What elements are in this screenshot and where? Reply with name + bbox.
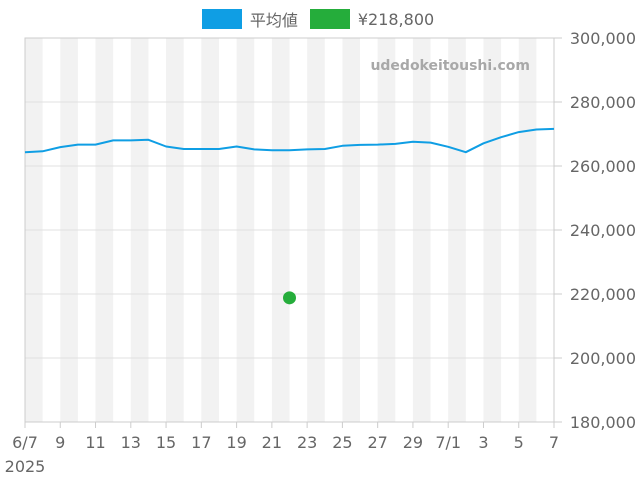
x-tick-label: 5: [514, 433, 524, 452]
x-tick-year-label: 2025: [5, 457, 46, 476]
x-tick-label: 9: [55, 433, 65, 452]
y-tick-label: 240,000: [570, 221, 636, 240]
x-tick-label: 21: [262, 433, 282, 452]
x-tick-label: 7: [549, 433, 559, 452]
x-tick-label: 6/7: [12, 433, 38, 452]
x-tick-label: 11: [85, 433, 105, 452]
x-tick-label: 19: [226, 433, 246, 452]
watermark: udedokeitoushi.com: [370, 58, 530, 74]
legend-item-price[interactable]: ¥218,800: [309, 9, 435, 29]
average-price-line: [24, 127, 555, 154]
price-point: [283, 291, 296, 305]
y-tick-label: 180,000: [570, 413, 636, 432]
y-tick-label: 220,000: [570, 285, 636, 304]
y-tick-label: 280,000: [570, 93, 636, 112]
plot-border: [24, 37, 555, 423]
x-tick-label: 17: [191, 433, 211, 452]
x-tick-label: 25: [332, 433, 352, 452]
y-axis: 180,000 200,000 220,000 240,000 260,000 280,0…: [570, 29, 636, 432]
legend-swatch-price: [309, 9, 350, 29]
legend-label-average: 平均値: [249, 11, 298, 30]
plot-frame: [24, 37, 555, 423]
legend-swatch-average: [201, 9, 242, 29]
x-axis: 6/7 9 11 13 15 17 19 21 23 25 27 29 7/1 3 5 7 2025: [5, 422, 559, 476]
y-tick-label: 300,000: [570, 29, 636, 48]
y-tick-label: 200,000: [570, 349, 636, 368]
x-tick-label: 23: [297, 433, 317, 452]
y-tick-label: 260,000: [570, 157, 636, 176]
legend-item-average[interactable]: 平均値: [201, 7, 298, 31]
legend-label-price: ¥218,800: [357, 9, 435, 29]
x-tick-label: 15: [156, 433, 176, 452]
x-tick-label: 13: [121, 433, 141, 452]
legend: 平均値 ¥218,800: [0, 7, 640, 31]
x-tick-label: 7/1: [435, 433, 461, 452]
x-tick-label: 27: [367, 433, 387, 452]
series-layer: [24, 127, 555, 305]
x-tick-label: 3: [478, 433, 488, 452]
x-tick-label: 29: [403, 433, 423, 452]
